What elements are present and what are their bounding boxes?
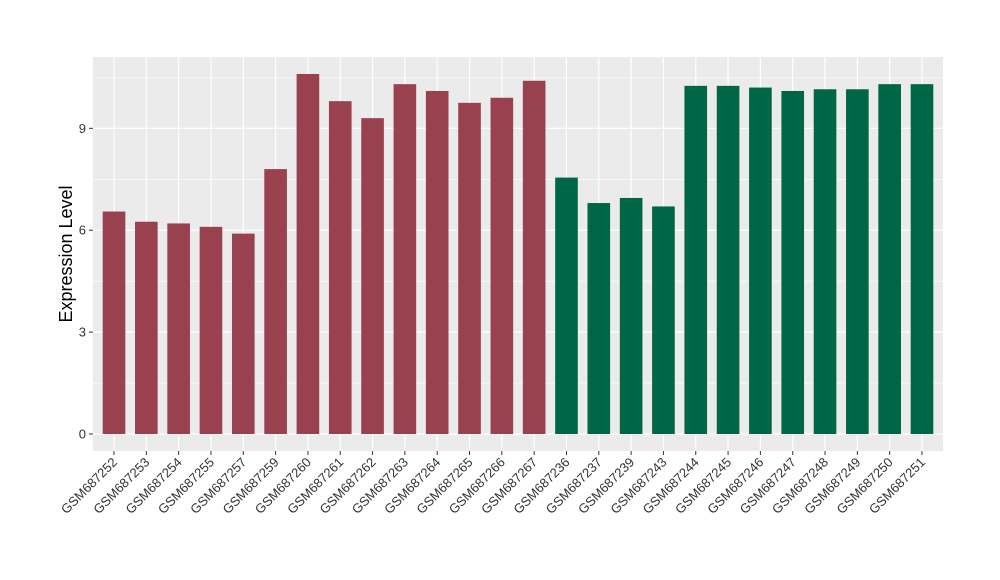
bar	[813, 89, 837, 435]
bar	[749, 87, 772, 435]
bar	[167, 223, 190, 435]
y-axis-title: Expression Level	[56, 185, 76, 322]
y-tick-label: 9	[79, 121, 86, 136]
bar	[652, 206, 675, 435]
bar	[328, 101, 352, 435]
y-tick-label: 6	[79, 223, 86, 238]
bar	[522, 80, 546, 435]
bar	[490, 97, 514, 435]
bar	[425, 90, 449, 435]
bar	[716, 85, 740, 435]
y-axis: 0 3 6 9	[79, 121, 93, 442]
bar	[846, 89, 869, 435]
bar	[296, 73, 320, 435]
bar	[102, 211, 126, 435]
bar	[458, 102, 481, 435]
bar	[199, 226, 223, 435]
bar	[619, 197, 643, 435]
bar	[555, 177, 578, 435]
bar	[393, 84, 417, 435]
bar	[781, 90, 805, 435]
bar	[135, 221, 158, 435]
bar	[878, 84, 901, 435]
bar	[361, 118, 384, 435]
bar	[231, 233, 255, 435]
y-tick-label: 0	[79, 427, 86, 442]
bars	[102, 73, 934, 435]
x-axis: GSM687252GSM687253GSM687254GSM687255GSM6…	[58, 451, 928, 517]
bar	[587, 203, 611, 435]
y-tick-label: 3	[79, 325, 86, 340]
bar	[684, 85, 708, 435]
bar	[264, 169, 287, 435]
bar	[910, 84, 934, 435]
